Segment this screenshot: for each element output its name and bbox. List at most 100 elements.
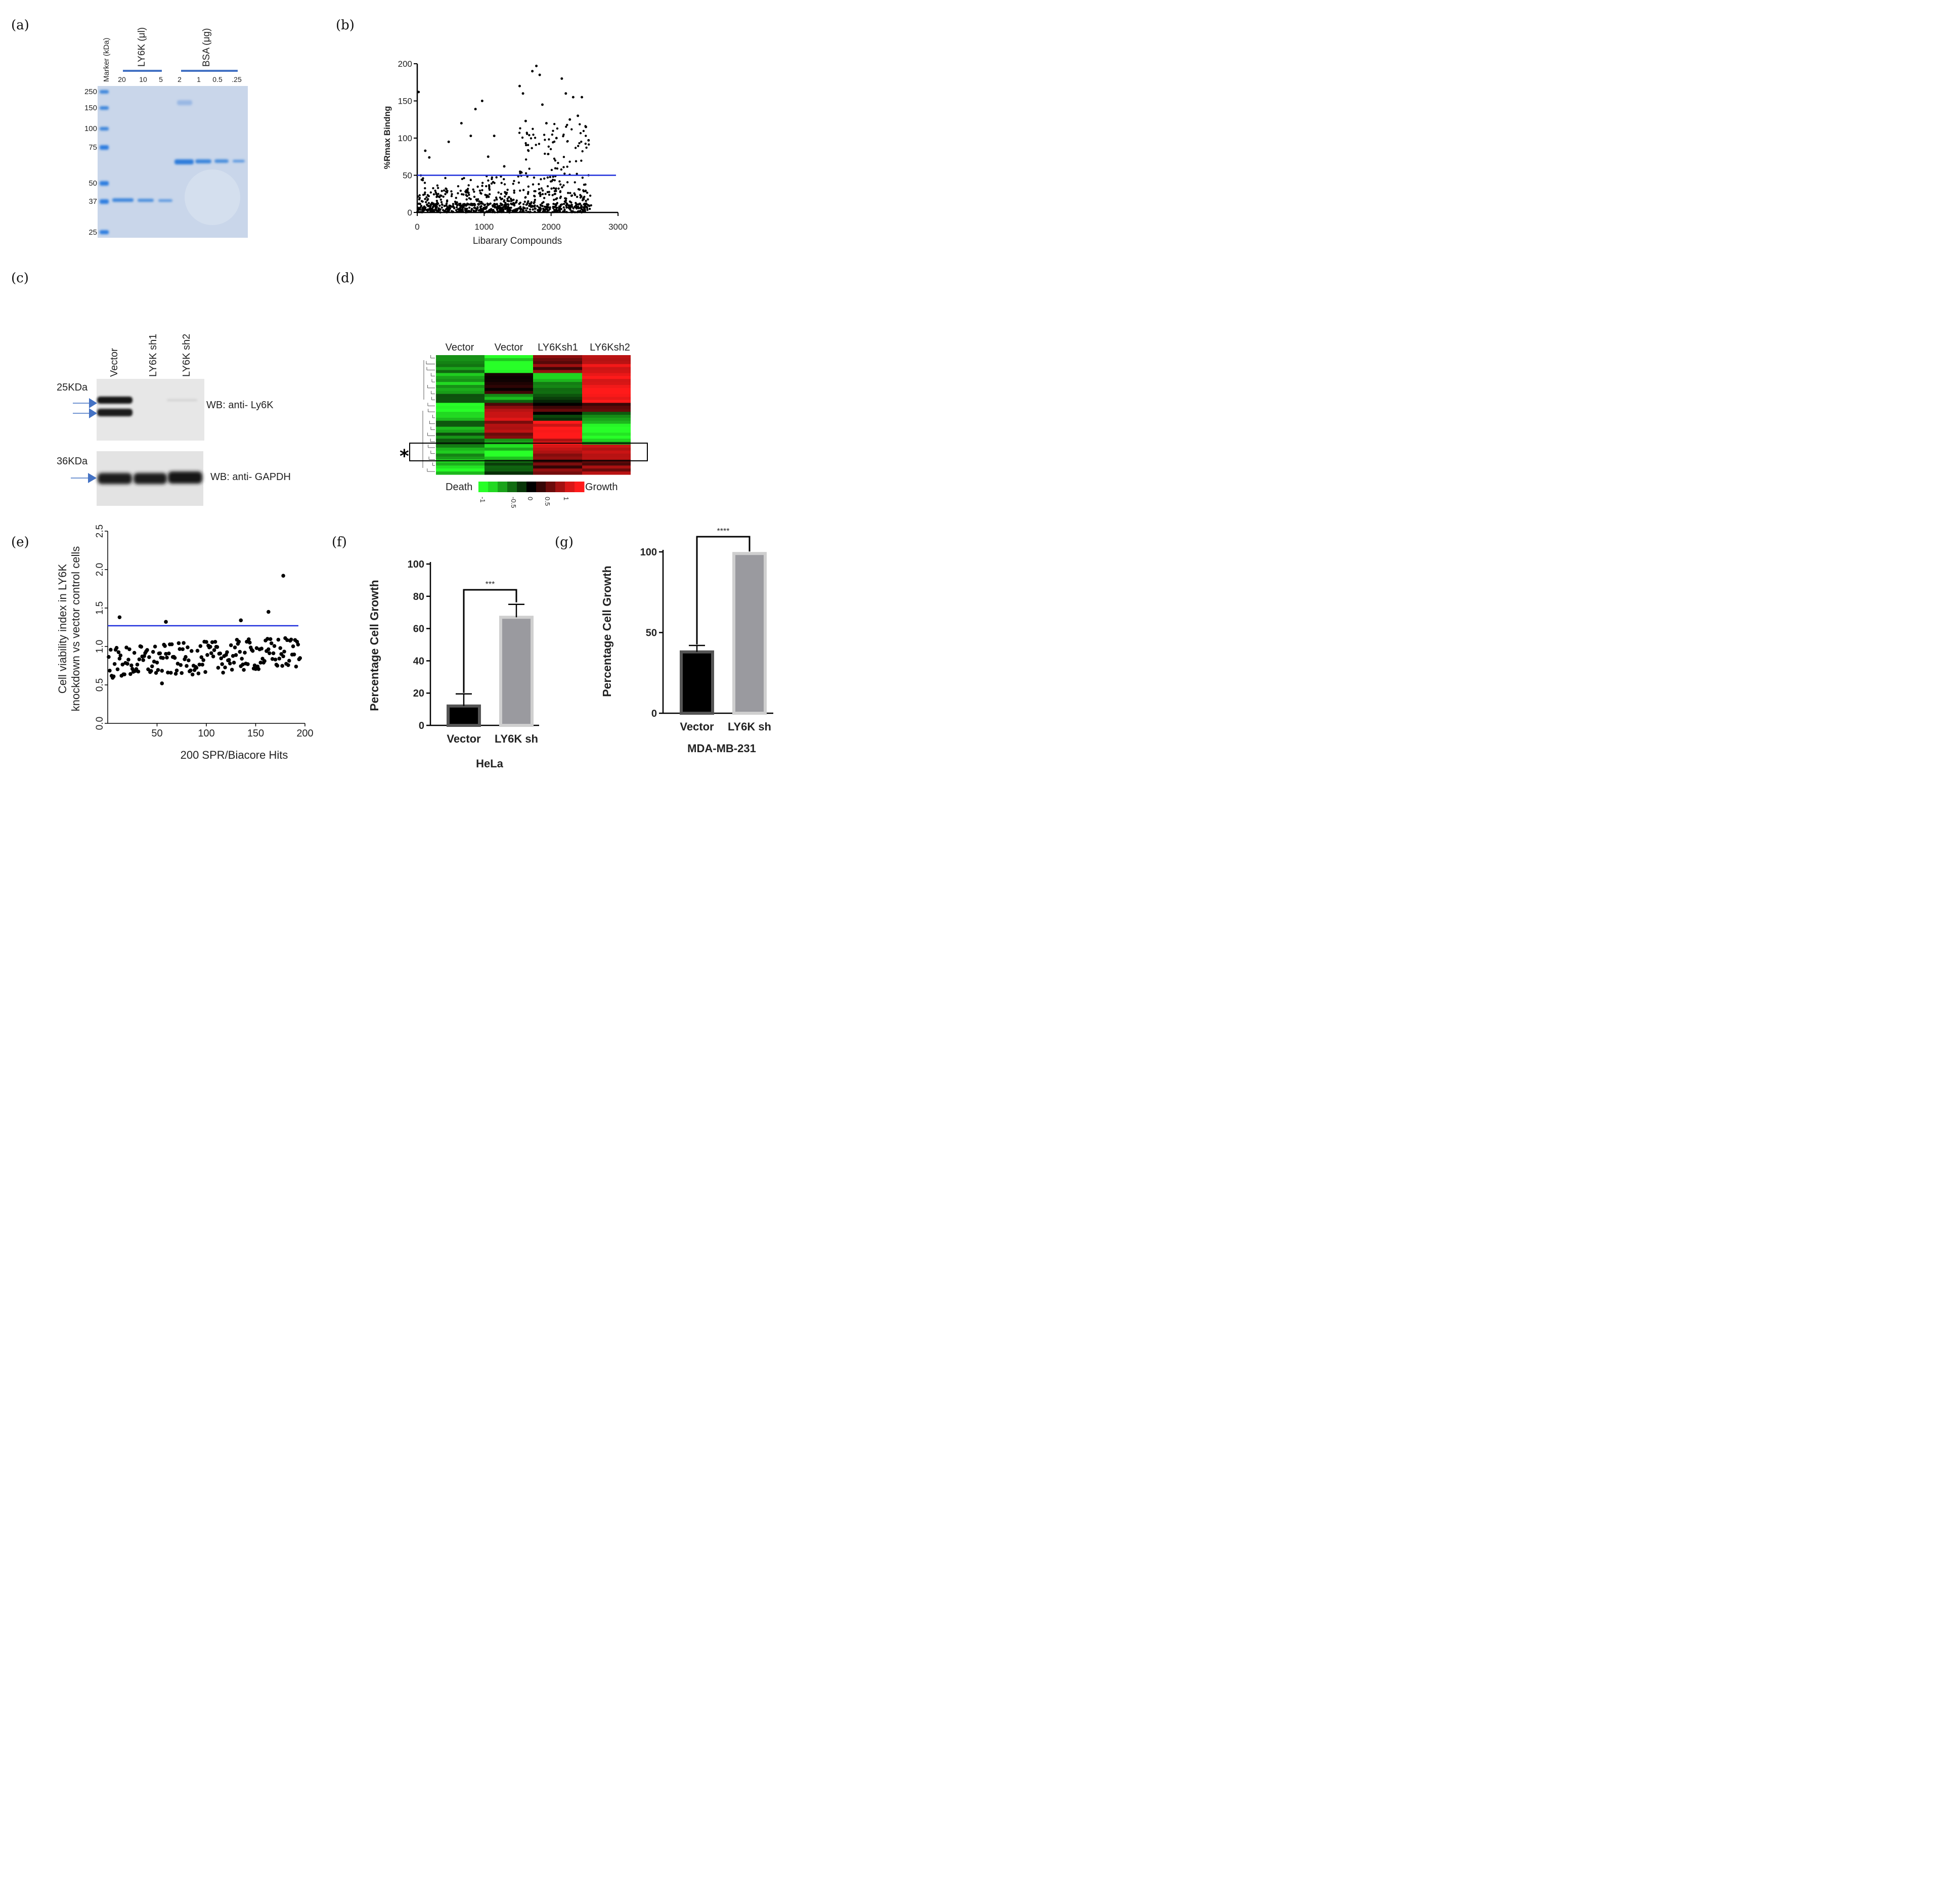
b-point [513, 180, 515, 183]
e-point [112, 662, 117, 666]
b-point [588, 207, 591, 210]
ladder-band [100, 199, 109, 204]
b-point [562, 156, 565, 158]
e-point [233, 645, 237, 650]
b-y-ticks: 0 50 100 150 200 [398, 59, 417, 218]
e-point [291, 644, 295, 648]
b-point [473, 204, 476, 207]
heatmap-cell [436, 417, 485, 421]
e-point [182, 641, 186, 645]
heatmap-cell [582, 465, 631, 469]
b-point [445, 187, 447, 190]
heatmap-cell [436, 370, 485, 373]
b-point [437, 193, 439, 195]
b-point [577, 114, 580, 117]
b-point [458, 209, 461, 212]
heatmap-cell [485, 387, 533, 392]
legend-swatch [565, 482, 575, 492]
b-point [419, 211, 421, 213]
b-point [574, 211, 577, 213]
heatmap-cell [533, 387, 582, 392]
heatmap-cell [582, 429, 631, 433]
heatmap-cell [533, 468, 582, 472]
b-point [581, 96, 584, 99]
heatmap-cell [582, 358, 631, 362]
b-point [466, 188, 469, 190]
b-point [498, 206, 500, 209]
b-point [424, 149, 427, 152]
legend-swatch [517, 482, 527, 492]
b-point [493, 135, 496, 138]
b-point [473, 206, 475, 209]
heatmap-cell [436, 367, 485, 371]
heatmap-cell [485, 462, 533, 466]
b-point [446, 207, 449, 209]
b-point [482, 207, 485, 209]
heatmap-cell [582, 394, 631, 398]
b-point [539, 210, 541, 213]
b-point [549, 176, 551, 179]
e-point [208, 644, 212, 649]
b-point [477, 203, 480, 206]
e-point [228, 661, 232, 666]
heatmap-cell [582, 468, 631, 472]
b-point [541, 189, 544, 192]
b-point [576, 211, 579, 213]
b-point [519, 127, 521, 129]
b-point [581, 150, 584, 153]
bar [680, 650, 714, 715]
f-chart: 0 20 40 60 80 100 Vector LY6K sh *** [408, 559, 539, 745]
legend-swatch [488, 482, 498, 492]
b-point [562, 184, 565, 187]
ly6k-lower-band [97, 409, 133, 416]
panel-label-e: (e) [11, 535, 29, 550]
heatmap-cell [485, 426, 533, 430]
heatmap-cell [533, 412, 582, 415]
b-point [582, 206, 585, 208]
heatmap-cell [436, 453, 485, 457]
b-point [493, 199, 496, 202]
heatmap-cell [485, 361, 533, 365]
panel-d: (d) Vector Vector LY6Ksh1 LY6Ksh2 * Deat… [336, 271, 648, 508]
heatmap-cell [485, 453, 533, 457]
b-point [422, 206, 425, 209]
b-point [454, 200, 457, 203]
b-point [424, 206, 427, 209]
b-point [460, 205, 462, 208]
b-point [518, 202, 520, 205]
heatmap-cell [533, 462, 582, 466]
legend-swatch [478, 482, 489, 492]
heatmap-cell [485, 439, 533, 442]
ladder-band [100, 181, 109, 186]
b-point [438, 196, 441, 198]
b-point [499, 202, 502, 205]
heatmap-cell [533, 429, 582, 433]
b-point [492, 208, 495, 211]
e-point [175, 662, 180, 666]
b-point [507, 196, 510, 199]
b-point [460, 122, 463, 125]
e-y-label-line2: knockdown vs vector control cells [69, 546, 82, 711]
e-point [185, 664, 189, 668]
b-x-ticks: 0 1000 2000 3000 [415, 212, 628, 232]
b-point [464, 209, 467, 212]
b-point [519, 210, 521, 213]
g-chart: 0 50 100 Vector LY6K sh **** [640, 527, 773, 733]
b-point [557, 161, 559, 164]
b-point [551, 179, 554, 181]
b-point [553, 190, 556, 193]
e-point [114, 645, 119, 650]
e-point [211, 654, 215, 659]
e-y-label-line1: Cell viability index in LY6K [56, 564, 69, 694]
b-point [510, 206, 512, 209]
b-point [555, 209, 558, 211]
bsa-band [195, 159, 211, 163]
b-point [570, 128, 573, 131]
e-point [271, 651, 276, 656]
b-point [550, 187, 553, 190]
bar-y-tick-label: 20 [413, 688, 424, 699]
heatmap-column-label: Vector [495, 342, 523, 353]
e-point [286, 663, 290, 667]
b-point [452, 203, 455, 205]
b-point [562, 135, 564, 138]
